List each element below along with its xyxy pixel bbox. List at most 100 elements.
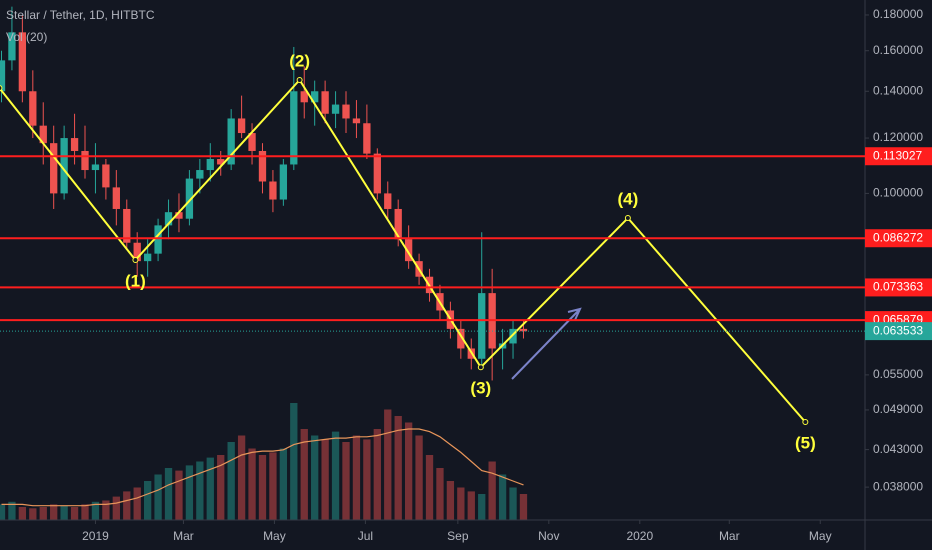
- y-tick-label: 0.140000: [873, 83, 923, 97]
- candle-body: [269, 181, 277, 200]
- volume-bar: [488, 461, 496, 520]
- candle-body: [29, 91, 37, 126]
- volume-bar: [342, 442, 350, 520]
- candle-body: [81, 150, 89, 171]
- volume-bar: [290, 403, 298, 520]
- candle-body: [0, 60, 6, 92]
- plot-area: [0, 6, 809, 520]
- volume-bar: [143, 481, 152, 520]
- candle-body: [50, 143, 58, 194]
- wave-label: (4): [617, 190, 638, 209]
- volume-bar: [279, 448, 288, 520]
- volume-bar: [394, 416, 402, 520]
- x-tick-label: 2020: [626, 529, 653, 543]
- candle-body: [39, 125, 47, 144]
- level-label: 0.073363: [873, 280, 923, 294]
- volume-bar: [384, 409, 392, 520]
- y-tick-label: 0.180000: [873, 7, 923, 21]
- wave-label: (2): [289, 51, 310, 70]
- volume-bar: [509, 487, 517, 520]
- x-tick-label: Jul: [358, 529, 373, 543]
- volume-bar: [112, 496, 120, 520]
- candle-body: [185, 178, 194, 219]
- wave-label: (5): [795, 433, 816, 452]
- volume-bar: [331, 431, 340, 520]
- candle-body: [70, 138, 79, 151]
- candle-body: [352, 118, 361, 124]
- chart-title: Stellar / Tether, 1D, HITBTC: [6, 8, 155, 22]
- candle-body: [8, 32, 16, 61]
- x-tick-label: 2019: [82, 529, 109, 543]
- candle-body: [123, 208, 131, 243]
- volume-bar: [311, 435, 319, 520]
- candle-body: [478, 293, 486, 359]
- volume-bar: [352, 435, 361, 520]
- volume-bar: [519, 494, 528, 520]
- candle-body: [509, 328, 517, 344]
- volume-bar: [29, 508, 37, 520]
- volume-bar: [0, 504, 6, 520]
- candle-body: [206, 159, 214, 171]
- x-tick-label: May: [809, 529, 832, 543]
- volume-bar: [39, 507, 47, 520]
- volume-bar: [91, 501, 100, 520]
- volume-bar: [478, 494, 486, 520]
- candle-body: [258, 150, 267, 182]
- volume-bar: [154, 474, 162, 520]
- volume-bar: [248, 448, 256, 520]
- x-tick-label: Nov: [538, 529, 559, 543]
- x-tick-label: Mar: [719, 529, 740, 543]
- candle-body: [133, 242, 141, 262]
- wave-point: [477, 364, 484, 371]
- candle-body: [237, 118, 246, 134]
- candle-body: [394, 208, 402, 240]
- volume-bar: [446, 481, 455, 520]
- volume-bar: [363, 439, 371, 520]
- candle-body: [363, 123, 371, 154]
- volume-bar: [258, 455, 267, 520]
- volume-bar: [185, 465, 194, 520]
- y-tick-label: 0.160000: [873, 43, 923, 57]
- volume-bar: [70, 507, 79, 520]
- level-label-box: [865, 147, 932, 166]
- volume-bar: [498, 474, 507, 520]
- candle-body: [18, 32, 27, 92]
- candle-body: [196, 170, 204, 179]
- candle-body: [290, 91, 298, 165]
- volume-bar: [123, 491, 131, 520]
- candle-body: [457, 328, 465, 349]
- candle-body: [279, 164, 288, 200]
- volume-bar: [269, 452, 277, 520]
- candle-body: [373, 153, 381, 194]
- volume-bar: [300, 429, 308, 520]
- candle-body: [342, 104, 350, 119]
- volume-bar: [467, 491, 475, 520]
- candle-body: [227, 118, 235, 165]
- wave-line: [0, 78, 807, 423]
- volume-bar: [164, 468, 173, 520]
- candle-body: [102, 164, 110, 188]
- volume-bar: [217, 455, 225, 520]
- candle-body: [519, 328, 528, 332]
- candle-body: [91, 164, 100, 171]
- last-price-box: [865, 322, 932, 341]
- level-label: 0.113027: [873, 148, 922, 162]
- candle-body: [384, 193, 392, 209]
- volume-bar: [425, 455, 434, 520]
- candle-body: [175, 212, 183, 219]
- wave-point: [296, 76, 303, 83]
- candle-body: [404, 239, 413, 262]
- candle-body: [60, 138, 68, 194]
- volume-bar: [227, 442, 235, 520]
- y-tick-label: 0.055000: [873, 367, 923, 381]
- volume-legend: Vol (20): [6, 30, 47, 44]
- candle-body: [311, 91, 319, 103]
- wave-label: (3): [470, 379, 491, 398]
- y-tick-label: 0.049000: [873, 402, 923, 416]
- volume-bar: [457, 487, 465, 520]
- volume-bar: [133, 487, 141, 520]
- candle-body: [300, 91, 308, 103]
- volume-bar: [18, 507, 27, 520]
- candle-body: [321, 91, 329, 114]
